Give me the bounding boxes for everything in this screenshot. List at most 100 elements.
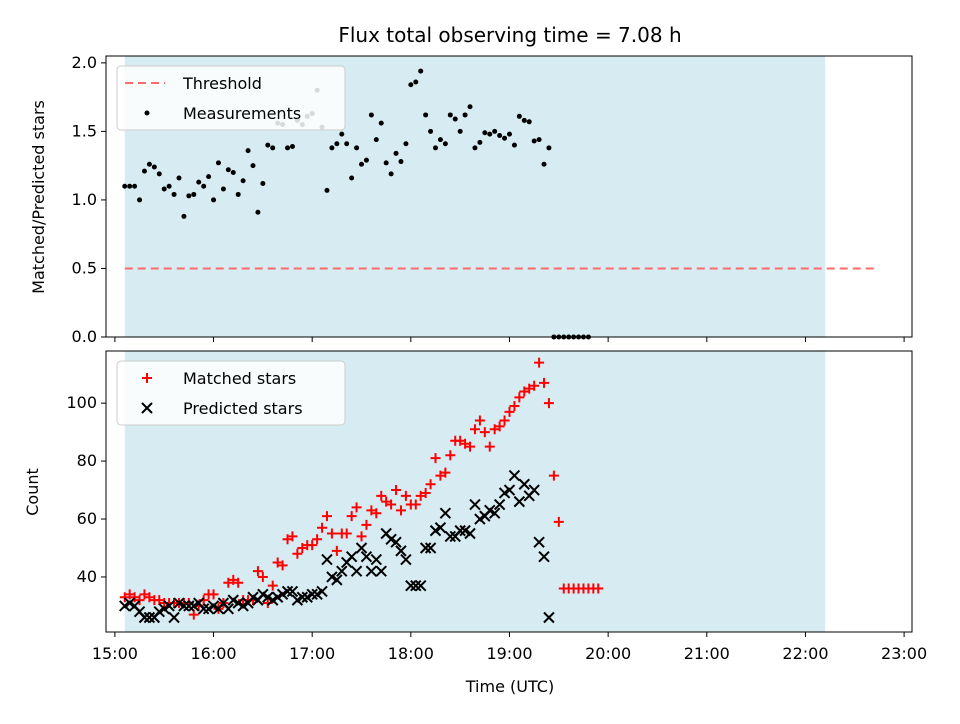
legend-measurement-swatch <box>144 110 150 116</box>
predicted-point <box>503 484 516 496</box>
measurement-point <box>383 160 389 166</box>
x-tick-label: 17:00 <box>289 644 335 663</box>
matched-point <box>361 519 372 530</box>
measurement-point <box>418 68 424 74</box>
measurement-point <box>166 183 172 189</box>
predicted-point <box>395 545 407 557</box>
matched-point <box>277 560 288 571</box>
x-tick-label: 21:00 <box>684 644 730 663</box>
measurement-point <box>536 137 542 143</box>
matched-point <box>465 441 476 452</box>
measurement-point <box>225 167 231 173</box>
top-y-tick-label: 1.5 <box>72 121 97 140</box>
x-tick-label: 19:00 <box>486 644 532 663</box>
measurement-point <box>408 82 414 88</box>
predicted-point <box>321 553 333 566</box>
measurement-point <box>235 191 241 197</box>
predicted-point <box>543 611 555 624</box>
predicted-point <box>138 611 151 624</box>
predicted-point <box>390 536 402 548</box>
predicted-point <box>454 524 466 537</box>
measurement-point <box>206 174 212 180</box>
measurement-point <box>265 142 271 148</box>
measurement-point <box>368 112 374 118</box>
predicted-point <box>281 585 294 598</box>
matched-point <box>474 415 485 426</box>
matched-point <box>509 401 520 412</box>
matched-point <box>307 540 318 551</box>
predicted-point <box>528 484 540 496</box>
measurement-point <box>285 145 291 151</box>
matched-point <box>331 545 342 556</box>
predicted-point <box>464 527 476 540</box>
predicted-point <box>197 603 210 615</box>
predicted-point <box>444 530 457 543</box>
matched-point <box>553 516 564 527</box>
matched-point <box>391 485 402 496</box>
predicted-point <box>163 600 175 612</box>
matched-point <box>548 470 559 481</box>
measurement-point <box>462 112 468 118</box>
predicted-point <box>533 536 545 548</box>
measurement-point <box>477 139 483 145</box>
x-tick-label: 16:00 <box>190 644 236 663</box>
top-y-tick-label: 2.0 <box>72 53 97 72</box>
measurement-point <box>181 213 187 219</box>
measurement-point <box>516 113 522 119</box>
measurement-point <box>492 128 498 134</box>
measurement-point <box>373 137 379 143</box>
top-y-axis-label: Matched/Predicted stars <box>29 100 48 294</box>
measurement-point <box>196 179 202 185</box>
measurement-point <box>531 138 537 144</box>
bottom-y-tick-label: 100 <box>66 393 97 412</box>
measurement-point <box>324 187 330 193</box>
measurement-point <box>250 163 256 169</box>
bottom-legend: Matched stars Predicted stars <box>116 360 346 426</box>
measurement-point <box>428 128 434 134</box>
measurement-point <box>289 143 295 149</box>
x-tick-label: 18:00 <box>388 644 434 663</box>
measurement-point <box>156 171 162 177</box>
predicted-point <box>513 495 526 508</box>
matched-point <box>356 531 367 542</box>
matched-point <box>267 580 278 591</box>
x-tick-label: 22:00 <box>782 644 828 663</box>
predicted-point <box>375 565 387 577</box>
matched-point <box>321 511 332 522</box>
x-tick-label: 20:00 <box>585 644 631 663</box>
matched-point <box>317 522 328 533</box>
measurement-point <box>132 183 138 189</box>
predicted-point <box>414 579 427 592</box>
matched-point <box>292 548 303 559</box>
matched-point <box>534 357 545 368</box>
measurement-point <box>146 161 152 167</box>
measurement-point <box>378 120 384 126</box>
matched-point <box>593 583 604 594</box>
predicted-point <box>439 507 452 519</box>
measurement-point <box>141 168 147 174</box>
measurement-point <box>122 183 128 189</box>
predicted-point <box>331 574 343 586</box>
bottom-panel: 40 60 80 100 15:00 16:00 17:00 18:00 19:00 20:00 2… <box>66 350 927 663</box>
matched-point <box>326 528 337 539</box>
predicted-point <box>355 542 368 554</box>
matched-point <box>494 421 505 432</box>
measurement-point <box>151 164 157 170</box>
predicted-point <box>469 498 481 511</box>
predicted-point <box>410 579 422 592</box>
predicted-point <box>178 600 190 612</box>
predicted-point <box>360 550 373 563</box>
matched-point <box>371 508 382 519</box>
matched-point <box>376 490 387 501</box>
measurement-point <box>354 145 360 151</box>
legend-label: Matched stars <box>183 369 296 388</box>
legend-label: Threshold <box>182 74 262 93</box>
measurement-point <box>506 131 512 137</box>
bottom-y-tick-label: 60 <box>77 509 97 528</box>
measurement-point <box>437 137 443 143</box>
measurement-point <box>433 145 439 151</box>
predicted-point <box>518 478 530 490</box>
measurement-point <box>329 145 335 151</box>
legend-matched-swatch <box>142 373 152 383</box>
